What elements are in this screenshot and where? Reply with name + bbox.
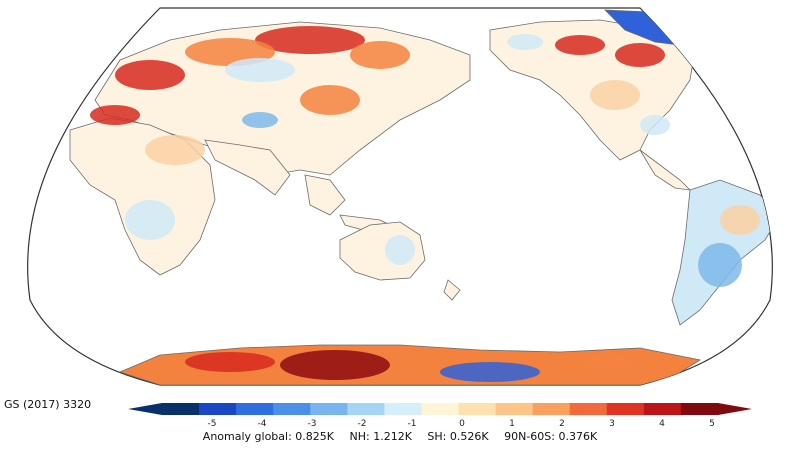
colorbar-max-arrow bbox=[718, 403, 752, 415]
anomaly-patch bbox=[125, 200, 175, 240]
colorbar-bin bbox=[458, 403, 497, 415]
anomaly-patch bbox=[720, 205, 760, 235]
anomaly-patch bbox=[615, 43, 665, 67]
colorbar-tick-label: -4 bbox=[258, 419, 267, 429]
anomaly-patch bbox=[585, 354, 635, 370]
colorbar: -5 -4 -3 -2 -1 0 1 2 3 4 5 bbox=[128, 403, 752, 429]
anomaly-patch bbox=[280, 350, 390, 380]
anomaly-patch bbox=[242, 112, 278, 128]
summary-global: Anomaly global: 0.825K bbox=[202, 430, 334, 443]
anomaly-patch bbox=[255, 26, 365, 54]
anomaly-patch bbox=[90, 105, 140, 125]
colorbar-tick-label: -3 bbox=[308, 419, 317, 429]
anomaly-patch bbox=[350, 41, 410, 69]
colorbar-bin bbox=[495, 403, 534, 415]
colorbar-bin bbox=[606, 403, 645, 415]
colorbar-tick-label: -5 bbox=[208, 419, 217, 429]
dataset-label: GS (2017) 3320 bbox=[4, 398, 92, 411]
temperature-anomaly-map bbox=[27, 7, 773, 386]
anomaly-patch bbox=[698, 243, 742, 287]
anomaly-patch bbox=[225, 58, 295, 82]
colorbar-bin bbox=[347, 403, 385, 415]
colorbar-tick-label: 3 bbox=[609, 419, 615, 429]
landmass-antarctica bbox=[118, 344, 702, 385]
colorbar-tick-label: 0 bbox=[459, 419, 465, 429]
colorbar-tick-label: 4 bbox=[659, 419, 665, 429]
colorbar-min-arrow bbox=[128, 403, 162, 415]
anomaly-patch bbox=[507, 34, 543, 50]
colorbar-bin bbox=[680, 403, 719, 415]
summary-nh: NH: 1.212K bbox=[349, 430, 412, 443]
summary-band: 90N-60S: 0.376K bbox=[504, 430, 598, 443]
colorbar-tick-label: -2 bbox=[358, 419, 367, 429]
colorbar-tick-label: 2 bbox=[559, 419, 565, 429]
colorbar-bin bbox=[384, 403, 422, 415]
colorbar-bin bbox=[273, 403, 311, 415]
anomaly-patch bbox=[440, 362, 540, 382]
anomaly-patch bbox=[115, 60, 185, 90]
colorbar-bin bbox=[199, 403, 237, 415]
anomaly-summary: Anomaly global: 0.825K NH: 1.212K SH: 0.… bbox=[0, 430, 800, 443]
colorbar-bin bbox=[310, 403, 348, 415]
colorbar-bin bbox=[532, 403, 571, 415]
colorbar-tick-label: 5 bbox=[709, 419, 715, 429]
colorbar-bin bbox=[236, 403, 274, 415]
anomaly-patch bbox=[300, 85, 360, 115]
colorbar-bin bbox=[162, 403, 200, 415]
colorbar-bin bbox=[569, 403, 608, 415]
anomaly-patch bbox=[590, 80, 640, 110]
colorbar-tick-label: -1 bbox=[408, 419, 417, 429]
anomaly-patch bbox=[185, 352, 275, 372]
colorbar-tick-label: 1 bbox=[509, 419, 515, 429]
colorbar-bin bbox=[643, 403, 682, 415]
summary-sh: SH: 0.526K bbox=[427, 430, 489, 443]
anomaly-patch bbox=[640, 115, 670, 135]
anomaly-patch bbox=[145, 135, 205, 165]
anomaly-patch bbox=[385, 235, 415, 265]
landmass-new-zealand bbox=[443, 279, 461, 301]
colorbar-bin bbox=[421, 403, 460, 415]
anomaly-patch bbox=[555, 35, 605, 55]
landmass-south-asia bbox=[204, 139, 291, 196]
